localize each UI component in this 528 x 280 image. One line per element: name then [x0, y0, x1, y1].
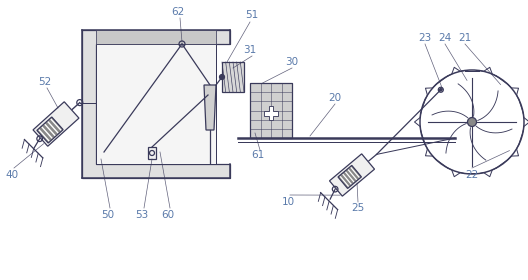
Bar — [96, 44, 216, 164]
Circle shape — [467, 118, 476, 127]
Circle shape — [440, 88, 442, 91]
Polygon shape — [33, 102, 79, 146]
Text: 31: 31 — [243, 45, 257, 55]
Bar — [222, 62, 244, 92]
Polygon shape — [264, 106, 278, 120]
Text: 23: 23 — [418, 33, 431, 43]
Text: 50: 50 — [101, 210, 115, 220]
Circle shape — [220, 74, 224, 80]
Text: 60: 60 — [162, 210, 175, 220]
Text: 52: 52 — [39, 77, 52, 87]
Polygon shape — [329, 154, 374, 196]
Text: 40: 40 — [5, 170, 18, 180]
Text: 51: 51 — [246, 10, 259, 20]
Bar — [148, 147, 156, 159]
Text: 30: 30 — [286, 57, 298, 67]
Polygon shape — [37, 117, 63, 143]
Text: 25: 25 — [351, 203, 365, 213]
Text: 22: 22 — [465, 170, 478, 180]
Polygon shape — [82, 30, 230, 178]
Text: 61: 61 — [251, 150, 265, 160]
Bar — [250, 83, 292, 138]
Text: 10: 10 — [281, 197, 295, 207]
Text: 21: 21 — [458, 33, 472, 43]
Polygon shape — [338, 165, 362, 188]
Text: 20: 20 — [328, 93, 342, 103]
Polygon shape — [204, 85, 216, 130]
Bar — [96, 30, 216, 44]
Text: 53: 53 — [135, 210, 148, 220]
Text: 62: 62 — [172, 7, 185, 17]
Text: 24: 24 — [438, 33, 451, 43]
